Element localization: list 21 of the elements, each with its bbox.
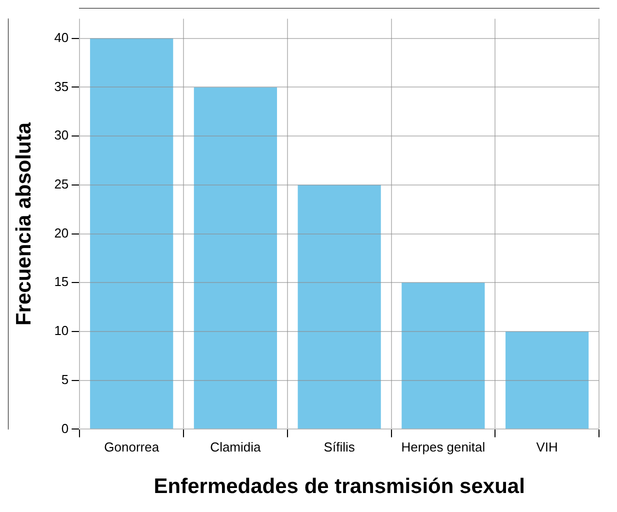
bar: [194, 87, 278, 429]
y-tick-label: 30: [54, 128, 69, 143]
y-tick-label: 10: [54, 323, 69, 338]
y-tick-label: 20: [54, 225, 69, 240]
bar: [90, 38, 174, 429]
x-tick-label: Gonorrea: [104, 440, 160, 455]
y-tick-label: 40: [54, 30, 69, 45]
x-tick-label: Herpes genital: [401, 440, 486, 455]
bar: [506, 331, 589, 429]
y-tick-label: 15: [54, 274, 69, 290]
y-tick-label: 25: [54, 176, 69, 192]
y-axis-title: Frecuencia absoluta: [12, 122, 36, 326]
x-axis-title: Enfermedades de transmisión sexual: [154, 475, 525, 498]
x-tick-label: VIH: [536, 440, 558, 455]
y-tick-label: 35: [54, 78, 69, 94]
y-tick-label: 0: [61, 420, 69, 436]
bar: [298, 184, 381, 429]
x-tick-label: Sífilis: [324, 440, 356, 455]
bar: [402, 282, 485, 429]
y-tick-label: 5: [61, 372, 69, 387]
x-tick-label: Clamidia: [210, 440, 262, 455]
